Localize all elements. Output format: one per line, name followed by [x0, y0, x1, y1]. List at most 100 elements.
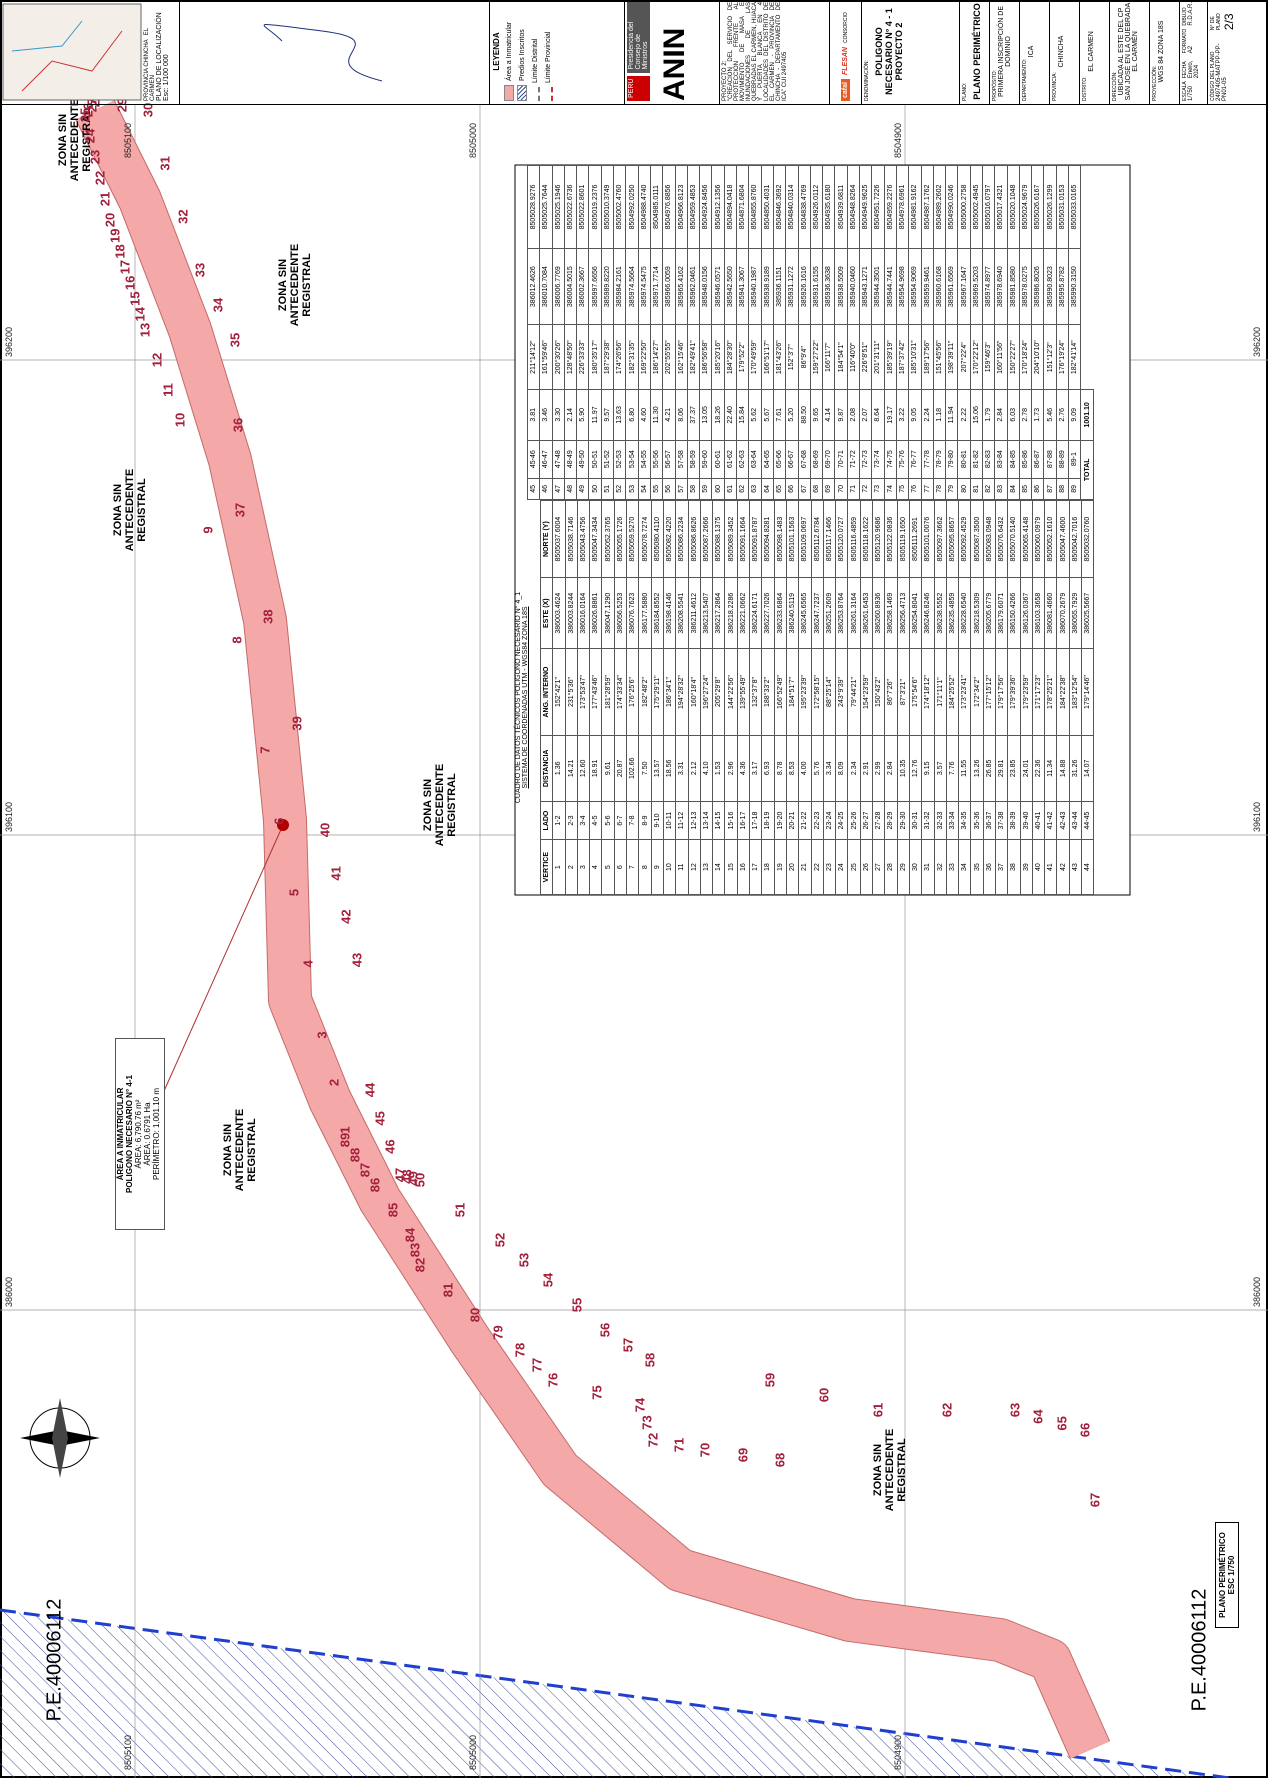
- table-cell: 8505042.7016: [1069, 500, 1082, 578]
- table-cell: 32-33: [934, 801, 947, 840]
- table-cell: 385961.6569: [945, 248, 958, 325]
- code-box: CÓDIGO DEL PLANO 2497405-MATPP-PP-PN01-05: [1210, 30, 1265, 101]
- footer-cell: ESCALA 1/750: [1182, 81, 1205, 101]
- vertex-label: 78: [512, 1342, 528, 1358]
- table-cell: 87-88: [1043, 440, 1057, 479]
- table-cell: 2.12: [688, 735, 701, 802]
- table-cell: 170°18'24": [1019, 324, 1032, 390]
- table-cell: 2.91: [860, 735, 873, 802]
- table-cell: 386150.4266: [1007, 577, 1021, 649]
- table-cell: 385954.9069: [908, 248, 921, 325]
- header-cell: ANG. INTERNO: [540, 648, 553, 736]
- table-cell: 3.81: [527, 389, 540, 441]
- table-cell: 385974.8977: [982, 248, 995, 325]
- table-cell: 169°22'50": [638, 324, 651, 390]
- table-cell: 5.76: [811, 735, 824, 802]
- table-cell: 385926.1616: [798, 248, 811, 325]
- table-row: 2 2-3 14.21 231°5'36" 386003.8244 8505038.714…: [565, 500, 578, 895]
- table-cell: 8504871.6804: [736, 165, 749, 249]
- table-cell: 5.90: [576, 389, 589, 441]
- table-cell: 4.36: [737, 735, 750, 802]
- table-cell: 102.66: [626, 735, 639, 802]
- vertex-label: 18: [112, 244, 128, 259]
- table-cell: 186°56'58": [699, 324, 712, 390]
- table-cell: 8504988.4740: [638, 165, 651, 249]
- vertex-label: 3: [314, 1031, 330, 1039]
- table-cell: 60-61: [711, 440, 725, 479]
- table-row: 58 58-59 37.37 182°49'41" 385962.0461 8504959…: [687, 165, 700, 500]
- table-cell: 386254.8041: [909, 577, 922, 649]
- table-cell: 172°58'15": [811, 648, 824, 736]
- table-cell: 57-58: [675, 440, 688, 479]
- table-cell: 2.08: [847, 389, 860, 441]
- table-cell: 24-25: [835, 801, 848, 840]
- table-cell: 8504959.4853: [687, 165, 700, 249]
- table-cell: 386004.5015: [564, 248, 577, 325]
- vertex-label: 52: [492, 1232, 508, 1248]
- table-cell: 1.79: [982, 389, 995, 441]
- table-cell: 43-44: [1069, 801, 1082, 840]
- table-cell: 6.93: [761, 735, 775, 802]
- table-cell: 54-55: [638, 440, 651, 479]
- table-cell: 177°43'46": [589, 648, 602, 736]
- table-cell: 8504989.2602: [933, 165, 946, 249]
- table-cell: 45: [527, 478, 540, 500]
- vertex-label: 64: [1030, 1409, 1046, 1424]
- table-row: 50 50-51 11.97 180°35'17" 385997.6656 8505019…: [588, 165, 602, 500]
- table-cell: 3.22: [896, 389, 909, 441]
- table-cell: 5: [601, 839, 615, 895]
- table-cell: 18-19: [761, 801, 775, 840]
- table-cell: 161°59'46": [539, 324, 553, 390]
- technical-table-right: 45 45-46 3.81 211°14'12" 386012.4626 8505028.…: [527, 165, 1094, 500]
- table-cell: 386003.8244: [565, 577, 578, 649]
- table-cell: 386235.4859: [946, 577, 959, 649]
- table-cell: 205°29'8": [712, 648, 725, 736]
- table-row: 79 79-80 11.94 198°39'11" 385961.6569 8504990…: [945, 165, 958, 500]
- table-cell: 29.81: [995, 735, 1008, 802]
- table-cell: 386245.6565: [798, 577, 812, 649]
- legend-swatch: [504, 85, 514, 101]
- vertex-label: 62: [939, 1402, 954, 1418]
- vertex-label: 89: [337, 1132, 353, 1148]
- table-cell: 4.14: [822, 389, 835, 441]
- table-cell: 31.26: [1069, 735, 1082, 802]
- table-cell: 151°12'3": [1043, 324, 1057, 390]
- table-cell: 151°45'56": [933, 324, 946, 390]
- table-cell: 386208.5541: [675, 577, 689, 649]
- table-cell: 5.62: [748, 389, 762, 441]
- table-cell: 8505024.9679: [1019, 165, 1032, 249]
- org-logo: ANIN: [658, 27, 691, 101]
- table-cell: 78-79: [933, 440, 946, 479]
- table-row: 70 70-71 9.87 184°54'1" 385938.5509 8504939.6…: [834, 165, 848, 500]
- field-value: PLANO PERIMÉTRICO: [972, 3, 982, 100]
- callout-line: ÁREA: 0.6791 Ha: [143, 1102, 152, 1166]
- table-row: 67 67-68 88.50 86°9'4" 385926.1616 8504838.47…: [798, 165, 811, 500]
- table-cell: 386179.6071: [995, 577, 1008, 649]
- table-cell: 1.36: [552, 735, 566, 802]
- table-cell: 38: [1007, 839, 1021, 895]
- legend-text: Área a Inmatricular: [505, 21, 513, 81]
- table-cell: 8505002.4760: [613, 165, 626, 249]
- table-cell: 22-23: [811, 801, 824, 840]
- table-cell: 9.15: [921, 735, 934, 802]
- table-cell: 385969.5203: [970, 248, 983, 325]
- table-cell: 1.73: [1031, 389, 1044, 441]
- callout-line: ÁREA: 6,790.76 m²: [134, 1099, 143, 1169]
- vertex-label: 63: [1007, 1402, 1023, 1418]
- table-cell: 13.26: [970, 735, 984, 802]
- table-cell: 385948.0156: [699, 248, 712, 325]
- table-cell: 174°18'12": [921, 648, 934, 736]
- table-row: 87 87-88 5.46 151°12'3" 385990.8023 8505026.1…: [1043, 165, 1057, 500]
- table-total: TOTAL 1001.10: [1080, 166, 1094, 500]
- table-cell: 8505060.0979: [1032, 500, 1045, 578]
- north-arrow: [20, 1398, 100, 1478]
- table-cell: 65: [773, 478, 786, 500]
- table-cell: 196°27'24": [700, 648, 713, 736]
- table-row: 72 72-73 2.07 226°8'51" 385943.1271 8504949.9…: [859, 165, 872, 500]
- vertex-label: 57: [620, 1337, 635, 1353]
- vertex-label: 11: [160, 383, 176, 397]
- table-row: 52 52-53 13.63 174°26'56" 385984.2161 8505002…: [613, 165, 626, 500]
- table-cell: 185°20'16": [711, 324, 725, 390]
- vertex-label: 84: [402, 1227, 418, 1243]
- table-row: 89 89-1 9.09 182°41'14" 385990.3150 8505033.0…: [1068, 165, 1081, 500]
